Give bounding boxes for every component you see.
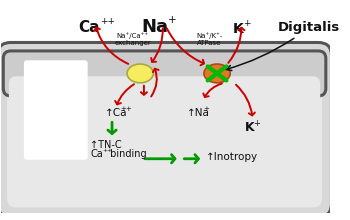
Text: Na⁺/K⁺-
ATPase: Na⁺/K⁺- ATPase [196,32,223,46]
FancyBboxPatch shape [9,76,320,204]
Text: Ca: Ca [90,149,103,159]
FancyBboxPatch shape [24,60,88,160]
FancyBboxPatch shape [0,42,331,217]
Text: +: + [243,19,251,28]
Ellipse shape [204,64,230,83]
Text: Na: Na [141,18,168,36]
FancyBboxPatch shape [3,51,326,96]
Text: K: K [245,121,255,134]
Text: ++: ++ [103,147,113,152]
Text: Ca: Ca [78,20,100,35]
Text: ↑Inotropy: ↑Inotropy [206,152,258,162]
Text: Na⁺/Ca⁺⁺
exchanger: Na⁺/Ca⁺⁺ exchanger [114,32,151,46]
Text: ++: ++ [120,106,132,112]
FancyBboxPatch shape [7,52,322,207]
Ellipse shape [127,64,153,83]
FancyBboxPatch shape [24,60,88,154]
Text: ↑TN-C: ↑TN-C [90,140,122,150]
Text: +: + [253,119,260,128]
Text: K: K [232,22,243,36]
Text: ↑Na: ↑Na [187,108,210,118]
FancyBboxPatch shape [51,53,90,160]
Text: Digitalis: Digitalis [226,21,340,71]
Text: +: + [203,106,209,112]
Text: +: + [168,15,177,25]
FancyBboxPatch shape [14,53,53,160]
Text: ++: ++ [100,17,115,26]
Text: binding: binding [107,149,147,159]
Text: ↑Ca: ↑Ca [105,108,127,118]
